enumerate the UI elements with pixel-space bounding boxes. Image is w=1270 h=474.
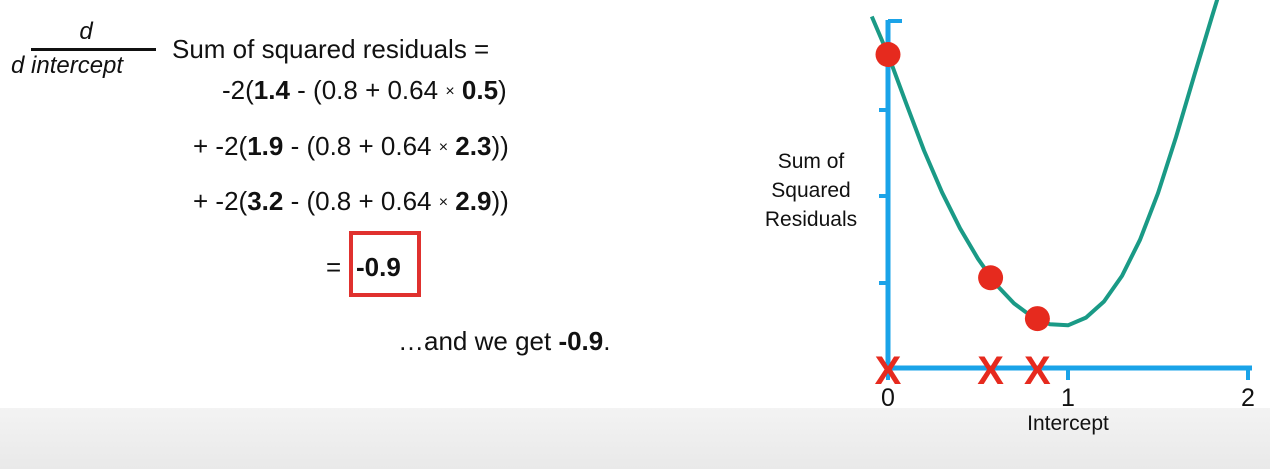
formula-header: Sum of squared residuals = bbox=[172, 34, 490, 64]
term-suffix: )) bbox=[491, 131, 509, 161]
caption-end: . bbox=[603, 326, 611, 356]
y-axis-label-line: Sum of bbox=[778, 150, 845, 173]
result-highlight-box bbox=[349, 231, 421, 297]
data-point bbox=[1024, 306, 1050, 332]
term-mid: - (0.8 + 0.64 bbox=[283, 186, 439, 216]
x-marker: X bbox=[977, 349, 1004, 393]
times-sign: × bbox=[438, 194, 449, 211]
term-prefix: -2( bbox=[222, 75, 254, 105]
ssr-curve bbox=[869, 0, 1220, 328]
times-sign: × bbox=[445, 83, 455, 100]
x-axis-label: Intercept bbox=[1027, 412, 1109, 435]
bottom-band bbox=[0, 408, 1270, 469]
term-x: 2.3 bbox=[455, 131, 492, 161]
result-value: -0.9 bbox=[356, 252, 401, 282]
term-suffix: )) bbox=[491, 186, 509, 216]
x-marker: X bbox=[875, 349, 902, 393]
term-observed: 3.2 bbox=[247, 186, 284, 216]
term-prefix: + -2( bbox=[193, 186, 248, 216]
caption-value: -0.9 bbox=[558, 326, 604, 356]
x-marker: X bbox=[1024, 349, 1051, 393]
term-x: 2.9 bbox=[455, 186, 492, 216]
term-observed: 1.9 bbox=[247, 131, 284, 161]
fraction-bar bbox=[31, 48, 156, 51]
derivative-numerator: d bbox=[79, 18, 93, 45]
derivative-denominator: d intercept bbox=[11, 52, 124, 79]
formula-term-2: + -2(1.9 - (0.8 + 0.64 × 2.3)) bbox=[193, 131, 509, 162]
data-point bbox=[875, 42, 901, 67]
x-tick-label: 2 bbox=[1241, 384, 1255, 412]
term-x: 0.5 bbox=[461, 75, 499, 105]
caption-text: …and we get bbox=[398, 326, 559, 356]
data-point bbox=[978, 265, 1004, 291]
times-sign: × bbox=[438, 139, 449, 156]
formula-term-1: -2(1.4 - (0.8 + 0.64 × 0.5) bbox=[222, 75, 507, 106]
formula-term-3: + -2(3.2 - (0.8 + 0.64 × 2.9)) bbox=[193, 186, 509, 217]
x-tick-label: 1 bbox=[1061, 384, 1075, 412]
y-axis-label-line: Residuals bbox=[765, 208, 857, 231]
term-mid: - (0.8 + 0.64 bbox=[283, 131, 439, 161]
y-axis-label-line: Squared bbox=[771, 179, 850, 202]
x-tick-label: 0 bbox=[881, 384, 895, 412]
term-suffix: ) bbox=[498, 75, 507, 105]
derivative-fraction: d d intercept bbox=[6, 18, 164, 90]
result-equals: = bbox=[326, 252, 342, 282]
term-observed: 1.4 bbox=[253, 75, 290, 105]
term-prefix: + -2( bbox=[193, 131, 248, 161]
formula-panel: d d intercept Sum of squared residuals =… bbox=[0, 0, 720, 400]
y-axis-label: Sum of Squared Residuals bbox=[765, 150, 857, 231]
term-mid: - (0.8 + 0.64 bbox=[289, 75, 446, 105]
caption: …and we get -0.9. bbox=[398, 326, 610, 357]
ssr-chart: 0 1 2 X X X Sum of Squared Residuals Intercept bbox=[740, 0, 1270, 474]
